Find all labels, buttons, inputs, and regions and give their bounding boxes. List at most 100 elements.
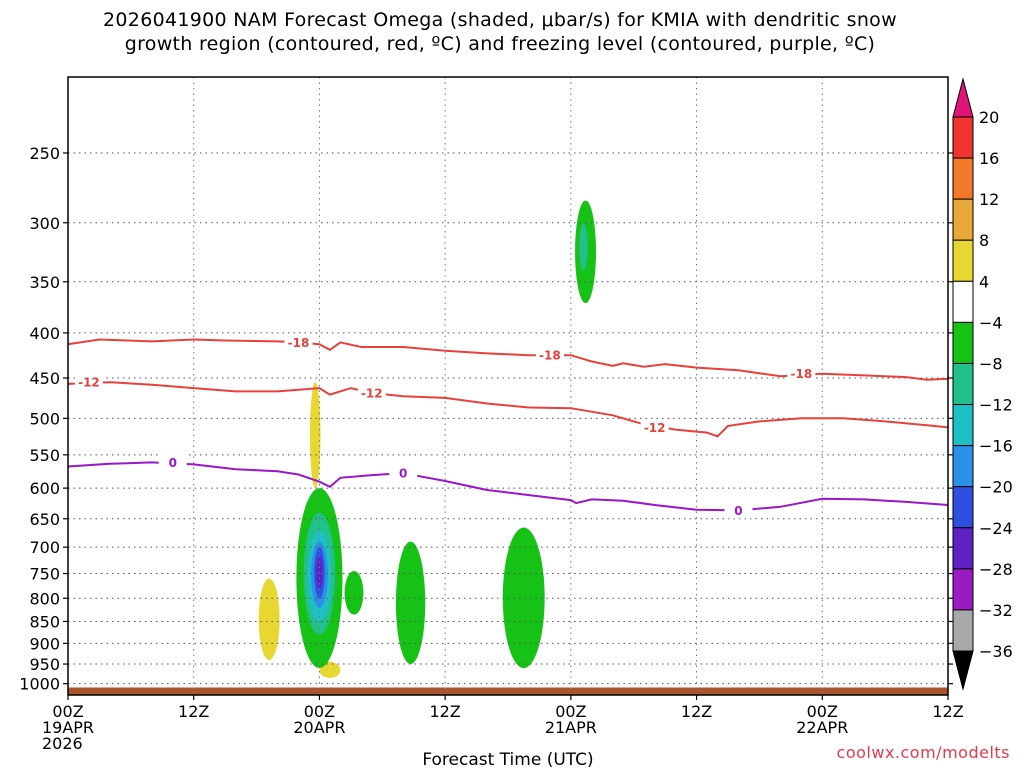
colorbar-box	[952, 321, 974, 364]
contour-label-bg	[640, 419, 669, 436]
omega-region-8	[316, 555, 323, 589]
contour-label: -18	[539, 349, 561, 363]
colorbar-box	[952, 362, 974, 406]
chart-title: 2026041900 NAM Forecast Omega (shaded, μ…	[0, 8, 1000, 56]
omega-region-0	[310, 382, 321, 489]
contour-label-bg	[158, 454, 187, 471]
contour-label-bg	[74, 374, 103, 391]
colorbar-bottom-arrow	[952, 650, 974, 691]
x-tick-label: 12Z	[932, 702, 963, 721]
colorbar: 20 16 12 8 4 −4 −8 −12 −16 −20 −24 −28 −32 −36	[952, 77, 1013, 691]
contour--12-1	[67, 381, 949, 438]
x-tick-label: 00Z	[52, 702, 83, 721]
omega-region-13	[579, 222, 588, 271]
colorbar-label: 8	[979, 231, 989, 250]
omega-region-1	[258, 578, 280, 660]
x-tick-label: 21APR	[545, 718, 597, 737]
colorbar-label: 20	[979, 108, 999, 127]
contour--18-0	[67, 338, 949, 381]
colorbar-label: −12	[979, 396, 1013, 415]
colorbar-box	[952, 486, 974, 529]
x-tick-label: 12Z	[681, 702, 712, 721]
x-tick-label: 20APR	[293, 718, 345, 737]
y-axis: 250 300 350 400 450 500 550 600 650 700 750 800 850 9…	[19, 144, 953, 694]
y-tick-label: 800	[29, 589, 60, 608]
contour-label: 0	[734, 504, 742, 518]
colorbar-box	[952, 527, 974, 570]
x-tick-label: 00Z	[555, 702, 586, 721]
omega-region-2	[319, 662, 341, 678]
y-tick-label: 950	[29, 655, 60, 674]
x-tick-label: 22APR	[796, 718, 848, 737]
y-tick-label: 850	[29, 612, 60, 631]
x-tick-label: 19APR	[42, 718, 94, 737]
x-tick-label: 00Z	[304, 702, 335, 721]
colorbar-label: −16	[979, 437, 1013, 456]
contour-label-bg	[357, 385, 386, 402]
y-tick-label: 750	[29, 565, 60, 584]
colorbar-label: −32	[979, 601, 1013, 620]
colorbar-label: −8	[979, 354, 1003, 373]
colorbar-label: −24	[979, 519, 1013, 538]
contour-label-bg	[724, 502, 753, 519]
colorbar-label: −4	[979, 313, 1003, 332]
contour-label: -18	[790, 367, 812, 381]
omega-shading	[258, 200, 596, 678]
y-tick-label: 450	[29, 369, 60, 388]
x-tick-label: 00Z	[807, 702, 838, 721]
y-tick-label: 500	[29, 409, 60, 428]
y-tick-label: 300	[29, 214, 60, 233]
colorbar-box	[952, 198, 974, 241]
contour-label: -18	[288, 336, 310, 350]
contour-0-2	[67, 461, 949, 512]
y-tick-label: 1000	[19, 675, 60, 694]
x-tick-label: 2026	[42, 734, 83, 753]
x-tick-label: 12Z	[429, 702, 460, 721]
y-tick-label: 600	[29, 479, 60, 498]
contour-label-bg	[787, 365, 816, 382]
colorbar-label: −28	[979, 560, 1013, 579]
colorbar-box	[952, 445, 974, 488]
ground-layer	[68, 687, 948, 695]
colorbar-label: 12	[979, 190, 999, 209]
title-line-1: 2026041900 NAM Forecast Omega (shaded, μ…	[103, 9, 897, 31]
contour-label: -12	[361, 387, 383, 401]
omega-region-10	[395, 541, 426, 665]
contour-label-bg	[284, 334, 313, 351]
colorbar-label: 4	[979, 272, 989, 291]
colorbar-box	[952, 568, 974, 611]
title-line-2: growth region (contoured, red, ºC) and f…	[124, 33, 876, 55]
omega-region-11	[502, 527, 545, 669]
y-tick-label: 400	[29, 324, 60, 343]
x-tick-label: 12Z	[178, 702, 209, 721]
y-tick-label: 350	[29, 273, 60, 292]
credit-text: coolwx.com/modelts	[836, 743, 1010, 762]
contour-label-bg	[535, 347, 564, 364]
colorbar-label: −20	[979, 478, 1013, 497]
y-tick-label: 250	[29, 144, 60, 163]
colorbar-top-arrow	[952, 77, 974, 118]
colorbar-box	[952, 404, 974, 447]
colorbar-label: 16	[979, 149, 999, 168]
colorbar-label: −36	[979, 642, 1013, 661]
y-tick-label: 900	[29, 634, 60, 653]
colorbar-box	[952, 239, 974, 282]
colorbar-box	[952, 157, 974, 200]
plot-frame	[67, 76, 949, 696]
contour-label: 0	[399, 467, 407, 481]
x-axis-label: Forecast Time (UTC)	[422, 750, 593, 768]
contour-label: 0	[169, 456, 177, 470]
y-tick-label: 700	[29, 538, 60, 557]
contour-label: -12	[644, 421, 666, 435]
colorbar-box	[952, 280, 974, 323]
contour-label: -12	[78, 376, 100, 390]
contour-label-bg	[389, 465, 418, 482]
colorbar-box	[952, 609, 974, 652]
y-tick-label: 650	[29, 510, 60, 529]
temperature-contours: -18 -18 -18 -12 -12 -12 0 0 0	[67, 334, 949, 519]
colorbar-box	[952, 116, 974, 159]
y-tick-label: 550	[29, 446, 60, 465]
omega-region-9	[344, 570, 364, 615]
